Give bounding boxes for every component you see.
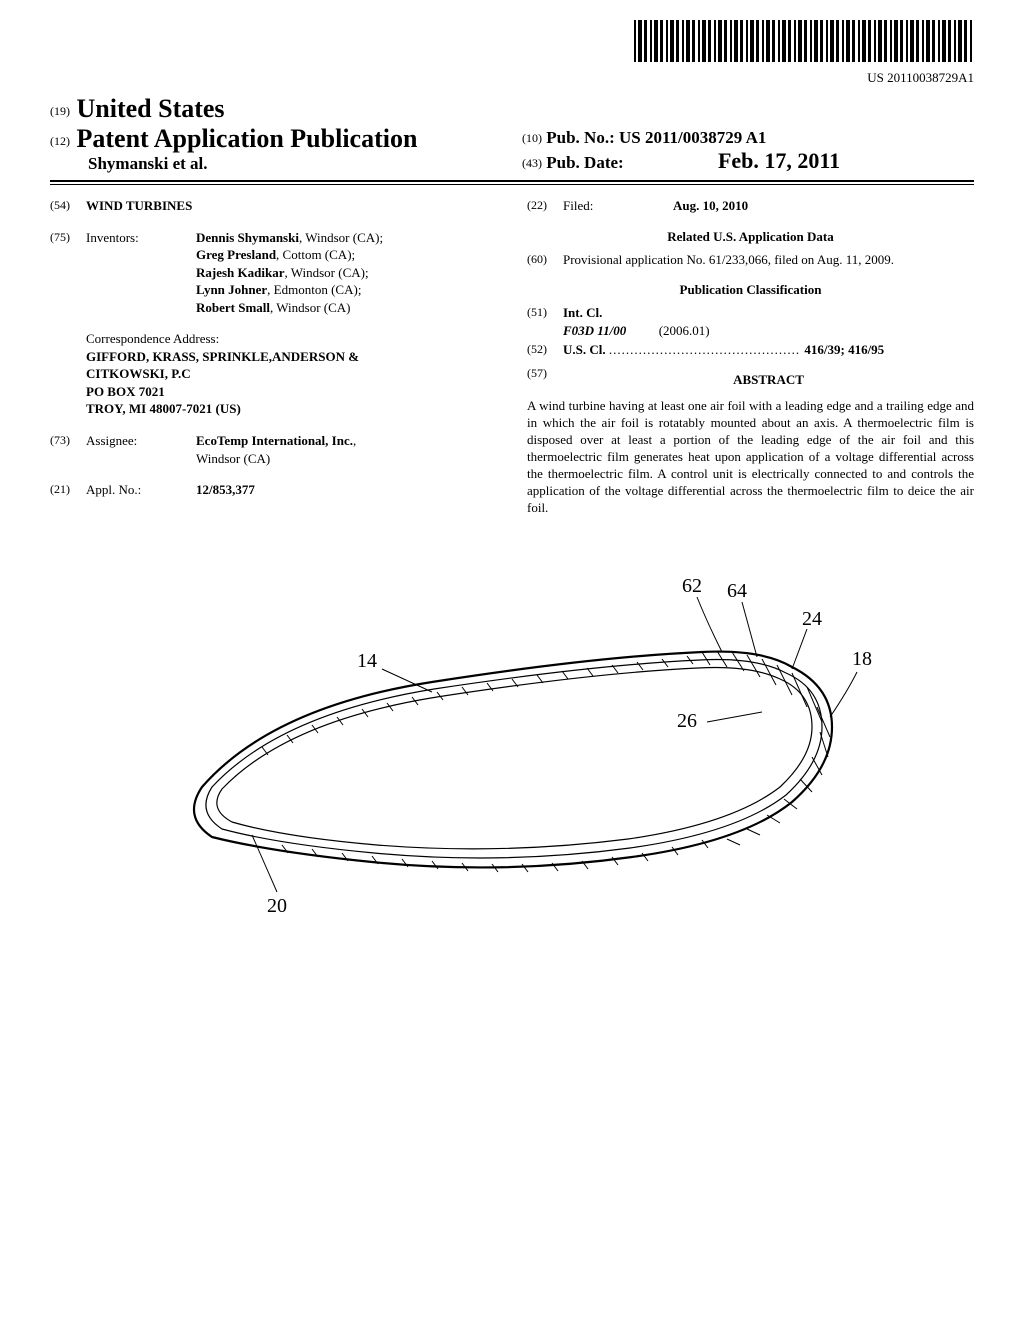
inventor-name: Lynn Johner — [196, 282, 267, 297]
inventors-row: (75) Inventors: Dennis Shymanski, Windso… — [50, 229, 497, 317]
assignee-row: (73) Assignee: EcoTemp International, In… — [50, 432, 497, 467]
prov-text: Provisional application No. 61/233,066, … — [563, 251, 974, 269]
barcode-number: US 20110038729A1 — [50, 70, 974, 86]
pubtype: Patent Application Publication — [77, 124, 418, 153]
right-column: (22) Filed: Aug. 10, 2010 Related U.S. A… — [527, 197, 974, 517]
barcode-graphic — [634, 20, 974, 62]
left-column: (54) WIND TURBINES (75) Inventors: Denni… — [50, 197, 497, 517]
uscl-value: 416/39; 416/95 — [804, 342, 884, 357]
assignee-name: EcoTemp International, Inc. — [196, 433, 353, 448]
airfoil-figure: 14 20 62 64 24 18 26 — [152, 557, 872, 937]
inventor-name: Rajesh Kadikar — [196, 265, 284, 280]
label-64: 64 — [727, 580, 747, 602]
inventors-code: (75) — [50, 229, 86, 317]
correspondence-block: Correspondence Address: GIFFORD, KRASS, … — [86, 330, 497, 418]
uscl-label: U.S. Cl. — [563, 342, 606, 357]
label-62: 62 — [682, 575, 702, 597]
corr-line: CITKOWSKI, P.C — [86, 366, 191, 381]
corr-line: TROY, MI 48007-7021 (US) — [86, 401, 241, 416]
label-26: 26 — [677, 710, 697, 732]
label-18: 18 — [852, 648, 872, 670]
corr-label: Correspondence Address: — [86, 331, 219, 346]
corr-line: GIFFORD, KRASS, SPRINKLE,ANDERSON & — [86, 349, 359, 364]
intcl-code: (51) — [527, 304, 563, 339]
assignee-label: Assignee: — [86, 432, 196, 467]
intcl-year: (2006.01) — [659, 323, 710, 338]
pubtype-code: (12) — [50, 134, 70, 148]
filed-code: (22) — [527, 197, 563, 215]
pub-date-line: (43) Pub. Date: Feb. 17, 2011 — [522, 148, 974, 174]
inventor-loc: Cottom (CA) — [283, 247, 352, 262]
label-14: 14 — [357, 650, 377, 672]
pubdate-value: Feb. 17, 2011 — [628, 148, 840, 173]
correspondence-row: Correspondence Address: GIFFORD, KRASS, … — [50, 330, 497, 418]
inventor-name: Dennis Shymanski — [196, 230, 299, 245]
uscl-code: (52) — [527, 341, 563, 359]
corr-line: PO BOX 7021 — [86, 384, 165, 399]
intcl-row: (51) Int. Cl. F03D 11/00 (2006.01) — [527, 304, 974, 339]
title-code: (54) — [50, 197, 86, 215]
filed-value: Aug. 10, 2010 — [673, 198, 748, 213]
intcl-label: Int. Cl. — [563, 305, 602, 320]
inventors-list: Dennis Shymanski, Windsor (CA); Greg Pre… — [196, 229, 497, 317]
inventor-loc: Windsor (CA) — [305, 230, 379, 245]
uscl-row: (52) U.S. Cl. ..........................… — [527, 341, 974, 359]
header-row: (19) United States (12) Patent Applicati… — [50, 94, 974, 182]
inventor-loc: Windsor (CA) — [276, 300, 350, 315]
pubdate-code: (43) — [522, 156, 542, 170]
pub-no-line: (10) Pub. No.: US 2011/0038729 A1 — [522, 128, 974, 148]
uscl-dots: ........................................… — [609, 342, 805, 357]
assignee-value: EcoTemp International, Inc., Windsor (CA… — [196, 432, 497, 467]
prov-code: (60) — [527, 251, 563, 269]
inventor-loc: Windsor (CA) — [291, 265, 365, 280]
uscl-block: U.S. Cl. ...............................… — [563, 341, 974, 359]
classification-heading: Publication Classification — [527, 282, 974, 298]
pubno-label: Pub. No.: — [546, 128, 614, 147]
provisional-row: (60) Provisional application No. 61/233,… — [527, 251, 974, 269]
applno-code: (21) — [50, 481, 86, 499]
inventor-name: Greg Presland — [196, 247, 276, 262]
assignee-loc: Windsor (CA) — [196, 451, 270, 466]
header-pubtype-line: (12) Patent Application Publication — [50, 124, 502, 154]
abstract-code: (57) — [527, 365, 563, 395]
header-authors: Shymanski et al. — [50, 154, 502, 174]
country-code: (19) — [50, 104, 70, 118]
abstract-text: A wind turbine having at least one air f… — [527, 398, 974, 516]
inventor-loc: Edmonton (CA) — [274, 282, 358, 297]
label-20: 20 — [267, 895, 287, 917]
header-divider — [50, 184, 974, 185]
filed-row: (22) Filed: Aug. 10, 2010 — [527, 197, 974, 215]
applno-label: Appl. No.: — [86, 481, 196, 499]
header-left: (19) United States (12) Patent Applicati… — [50, 94, 502, 174]
inventors-label: Inventors: — [86, 229, 196, 317]
abstract-heading-row: (57) ABSTRACT — [527, 365, 974, 395]
title-row: (54) WIND TURBINES — [50, 197, 497, 215]
header-country-line: (19) United States — [50, 94, 502, 124]
pubno-value: US 2011/0038729 A1 — [619, 128, 766, 147]
country: United States — [77, 94, 225, 123]
title-text: WIND TURBINES — [86, 198, 192, 213]
filed-label: Filed: — [563, 197, 633, 215]
abstract-heading: ABSTRACT — [563, 371, 974, 389]
barcode-section — [50, 20, 974, 66]
body-columns: (54) WIND TURBINES (75) Inventors: Denni… — [50, 197, 974, 517]
applno-value: 12/853,377 — [196, 482, 255, 497]
pubno-code: (10) — [522, 131, 542, 145]
intcl-block: Int. Cl. F03D 11/00 (2006.01) — [563, 304, 974, 339]
abstract-heading-text: ABSTRACT — [733, 372, 804, 387]
assignee-code: (73) — [50, 432, 86, 467]
header-right: (10) Pub. No.: US 2011/0038729 A1 (43) P… — [502, 128, 974, 174]
pubdate-label: Pub. Date: — [546, 153, 623, 172]
corr-spacer — [50, 330, 86, 418]
label-24: 24 — [802, 608, 822, 630]
intcl-class: F03D 11/00 — [563, 323, 626, 338]
figure-area: 14 20 62 64 24 18 26 — [50, 557, 974, 941]
applno-row: (21) Appl. No.: 12/853,377 — [50, 481, 497, 499]
inventor-name: Robert Small — [196, 300, 270, 315]
related-heading: Related U.S. Application Data — [527, 229, 974, 245]
